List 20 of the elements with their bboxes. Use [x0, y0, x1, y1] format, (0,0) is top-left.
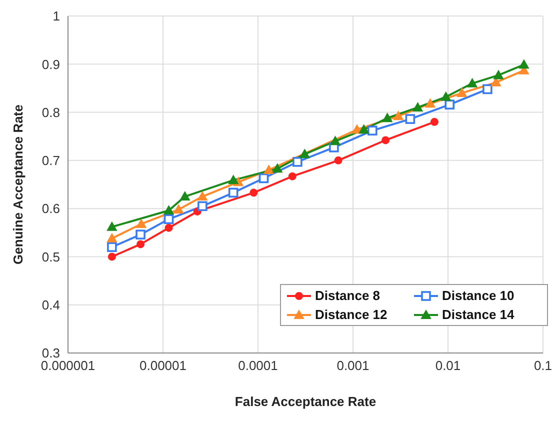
legend-label: Distance 10: [442, 288, 514, 303]
legend-label: Distance 14: [442, 307, 514, 322]
y-tick-label: 0.7: [42, 153, 60, 168]
x-tick-label: 0.000001: [40, 358, 96, 374]
x-tick-label: 0.001: [336, 358, 370, 374]
y-tick-label: 0.4: [42, 297, 60, 312]
legend-label: Distance 12: [315, 307, 388, 322]
y-tick-label: 0.6: [42, 201, 60, 216]
legend-label: Distance 8: [315, 288, 380, 303]
y-tick-label: 1: [52, 8, 60, 24]
x-tick-label: 0.0001: [238, 358, 278, 374]
x-tick-label: 0.00001: [140, 358, 186, 374]
y-tick-label: 0.3: [42, 346, 60, 361]
x-axis-title: False Acceptance Rate: [234, 394, 376, 409]
y-tick-label: 0.8: [42, 104, 60, 120]
x-tick-label: 0.01: [435, 358, 461, 374]
y-tick-label: 0.5: [42, 249, 60, 264]
x-tick-label: 0.1: [534, 358, 552, 374]
y-axis-title: Genuine Acceptance Rate: [10, 104, 26, 264]
y-tick-label: 0.9: [42, 56, 60, 72]
